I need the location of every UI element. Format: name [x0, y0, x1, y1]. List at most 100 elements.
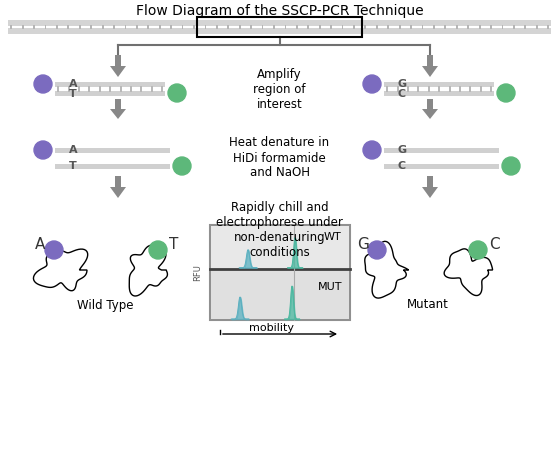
Circle shape [502, 157, 520, 175]
Bar [216, 25, 218, 29]
Polygon shape [422, 176, 438, 198]
Polygon shape [110, 176, 126, 198]
Bar [8, 28, 551, 34]
Bar [456, 25, 458, 29]
Text: Mutant: Mutant [407, 299, 449, 311]
Bar [57, 86, 59, 92]
Circle shape [34, 75, 52, 93]
Circle shape [45, 241, 63, 259]
Bar [102, 25, 103, 29]
Text: C: C [489, 237, 499, 252]
Circle shape [368, 241, 386, 259]
Bar [210, 225, 350, 320]
Circle shape [173, 157, 191, 175]
Bar [480, 86, 482, 92]
Text: T: T [169, 237, 179, 252]
Bar [273, 25, 275, 29]
Bar [211, 270, 349, 319]
Bar [68, 86, 70, 92]
Bar [211, 226, 349, 269]
Text: A: A [69, 145, 77, 155]
Circle shape [168, 84, 186, 102]
Bar [399, 25, 401, 29]
Polygon shape [129, 245, 168, 296]
Text: T: T [69, 89, 77, 99]
Bar [376, 25, 378, 29]
Circle shape [469, 241, 487, 259]
Bar [384, 164, 499, 169]
Bar [433, 25, 435, 29]
Bar [55, 82, 165, 87]
Bar [449, 86, 451, 92]
Bar [109, 86, 111, 92]
Bar [490, 25, 492, 29]
Bar [88, 86, 91, 92]
Bar [319, 25, 321, 29]
Bar [513, 25, 515, 29]
Bar [470, 86, 471, 92]
Text: WT: WT [323, 232, 341, 242]
Text: A: A [69, 79, 77, 89]
Polygon shape [422, 55, 438, 77]
Bar [140, 86, 143, 92]
Bar [384, 148, 499, 153]
Bar [205, 25, 206, 29]
Bar [428, 86, 430, 92]
Bar [384, 91, 494, 96]
Text: T: T [69, 161, 77, 171]
Bar [148, 25, 149, 29]
Text: Heat denature in
HiDi formamide
and NaOH: Heat denature in HiDi formamide and NaOH [229, 137, 330, 180]
Text: Wild Type: Wild Type [77, 299, 133, 311]
Bar [91, 25, 92, 29]
Text: G: G [397, 79, 406, 89]
Text: RFU: RFU [193, 264, 202, 281]
Bar [396, 86, 399, 92]
Bar [197, 17, 362, 37]
Bar [384, 82, 494, 87]
Text: G: G [397, 145, 406, 155]
Bar [130, 86, 132, 92]
Bar [79, 25, 80, 29]
Bar [239, 25, 240, 29]
Bar [467, 25, 469, 29]
Text: Amplify
region of
interest: Amplify region of interest [253, 67, 306, 110]
Bar [330, 25, 332, 29]
Bar [501, 25, 504, 29]
Polygon shape [110, 99, 126, 119]
Bar [170, 25, 172, 29]
Bar [296, 25, 298, 29]
Bar [136, 25, 138, 29]
Bar [228, 25, 229, 29]
Bar [444, 25, 446, 29]
Bar [33, 25, 35, 29]
Bar [78, 86, 80, 92]
Bar [421, 25, 423, 29]
Text: Rapidly chill and
electrophorese under
non-denaturing
conditions: Rapidly chill and electrophorese under n… [216, 201, 343, 259]
Bar [262, 25, 263, 29]
Bar [490, 86, 492, 92]
Bar [342, 25, 343, 29]
Bar [161, 86, 163, 92]
Bar [55, 148, 170, 153]
Bar [353, 25, 355, 29]
Bar [68, 25, 69, 29]
Bar [524, 25, 526, 29]
Polygon shape [365, 241, 409, 298]
Circle shape [34, 141, 52, 159]
Text: C: C [398, 161, 406, 171]
Text: G: G [357, 237, 369, 252]
Bar [56, 25, 58, 29]
Bar [250, 25, 252, 29]
Bar [45, 25, 46, 29]
Bar [113, 25, 115, 29]
Bar [459, 86, 461, 92]
Bar [386, 86, 388, 92]
Bar [364, 25, 366, 29]
Bar [120, 86, 122, 92]
Bar [182, 25, 183, 29]
Text: mobility: mobility [249, 323, 295, 333]
Bar [22, 25, 23, 29]
Polygon shape [34, 249, 88, 291]
Polygon shape [444, 249, 492, 295]
Bar [151, 86, 153, 92]
